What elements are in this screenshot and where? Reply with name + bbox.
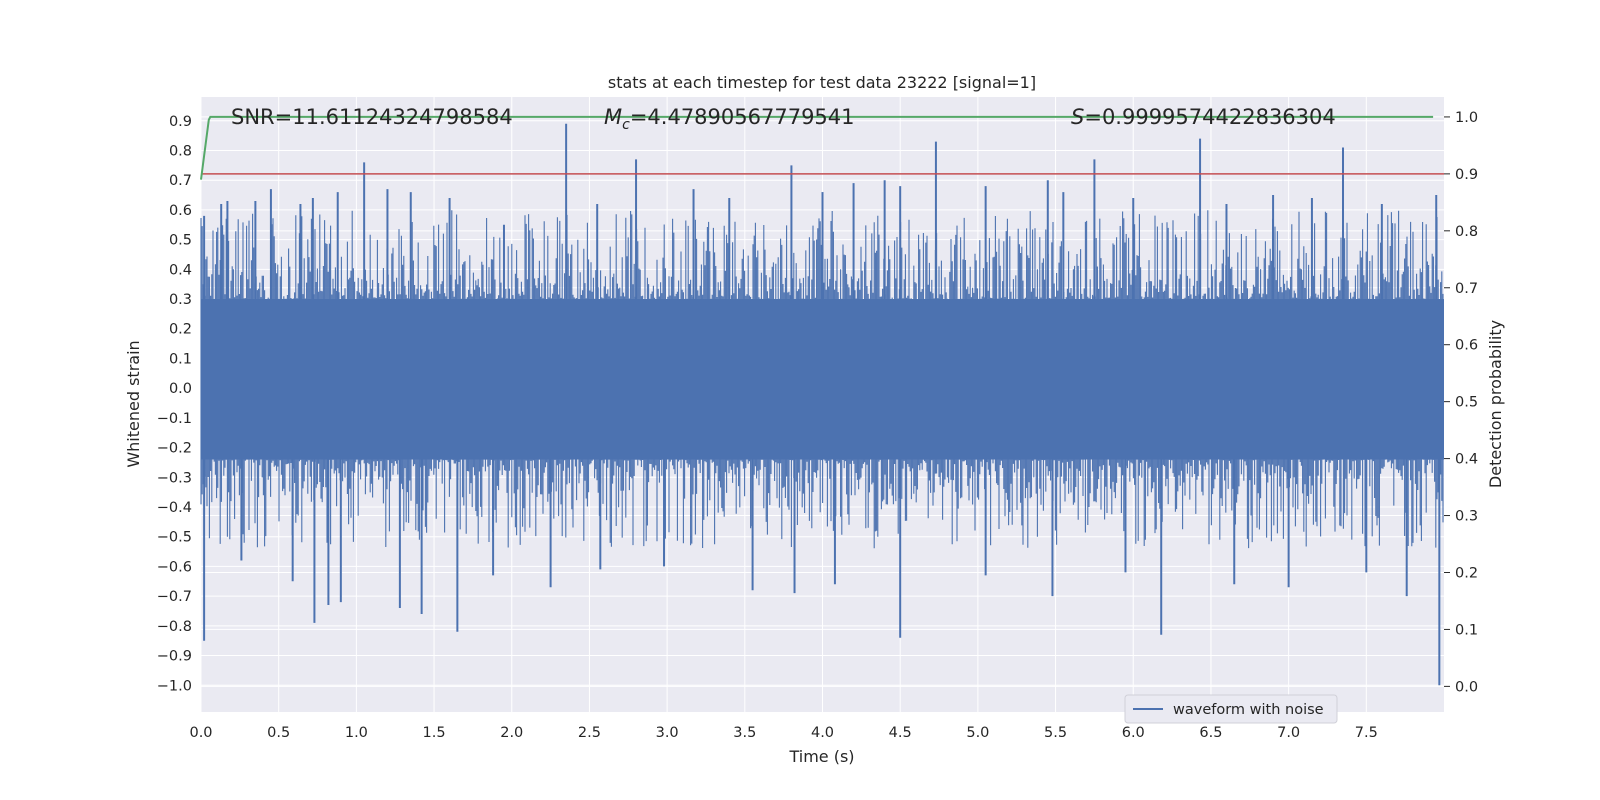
y-tick-label: 0.4	[169, 262, 192, 278]
y2-axis-ticks: 1.0 0.9 0.8 0.7 0.6 0.5 0.4 0.3 0.2 0.1 0.0	[1444, 110, 1478, 695]
y-tick-label: 0.0	[169, 381, 192, 397]
y-tick-label: 0.2	[169, 322, 192, 338]
score-label: S	[1071, 105, 1084, 129]
waveform-noise	[200, 210, 1444, 549]
score-annotation: S=0.9999574422836304	[1071, 105, 1336, 129]
x-tick-label: 7.0	[1277, 725, 1300, 741]
detection-probability-series	[200, 115, 1434, 180]
y2-tick-label: 0.7	[1455, 281, 1478, 297]
y-tick-label: 0.6	[169, 203, 192, 219]
x-axis-ticks: 0.0 0.5 1.0 1.5 2.0 2.5 3.0 3.5 4.0 4.5 5.0 5.5 6.0 6…	[189, 725, 1377, 741]
x-tick-label: 1.5	[423, 725, 446, 741]
waveform-series	[200, 123, 1444, 686]
x-tick-label: 4.0	[811, 725, 834, 741]
x-tick-label: 5.5	[1044, 725, 1067, 741]
x-tick-label: 5.0	[966, 725, 989, 741]
y2-tick-label: 0.6	[1455, 338, 1478, 354]
chirp-mass-label: M	[604, 105, 622, 129]
x-tick-label: 6.0	[1122, 725, 1145, 741]
y2-tick-label: 0.1	[1455, 622, 1478, 638]
y2-tick-label: 0.2	[1455, 565, 1478, 581]
y-tick-label: −0.7	[157, 589, 192, 605]
y-tick-label: 0.9	[169, 114, 192, 130]
y-tick-label: −0.1	[157, 411, 192, 427]
x-tick-label: 2.0	[500, 725, 523, 741]
y-tick-label: −0.5	[157, 530, 192, 546]
y2-axis-label: Detection probability	[1486, 320, 1505, 488]
snr-annotation: SNR=11.61124324798584	[231, 105, 513, 129]
y-tick-label: 0.7	[169, 173, 192, 189]
x-tick-label: 2.5	[578, 725, 601, 741]
legend-box	[1124, 694, 1338, 724]
legend: waveform with noise	[1124, 694, 1338, 724]
y2-tick-label: 1.0	[1455, 110, 1478, 126]
y-axis-ticks: 0.9 0.8 0.7 0.6 0.5 0.4 0.3 0.2 0.1 0.0 −0.1 −0.2 −0…	[157, 114, 192, 694]
score-value: =0.9999574422836304	[1084, 105, 1335, 129]
y2-tick-label: 0.4	[1455, 452, 1478, 468]
x-tick-label: 1.0	[345, 725, 368, 741]
x-tick-label: 0.5	[267, 725, 290, 741]
x-tick-label: 6.5	[1199, 725, 1222, 741]
y-tick-label: −0.8	[157, 619, 192, 635]
y2-tick-label: 0.8	[1455, 224, 1478, 240]
y-tick-label: −1.0	[157, 678, 192, 694]
y-axis-label: Whitened strain	[124, 340, 143, 467]
x-tick-label: 4.5	[889, 725, 912, 741]
y-tick-label: −0.3	[157, 470, 192, 486]
x-axis-label: Time (s)	[788, 747, 854, 766]
y2-tick-label: 0.0	[1455, 679, 1478, 695]
y2-tick-label: 0.5	[1455, 395, 1478, 411]
detection-probability-line	[200, 115, 1434, 180]
x-tick-label: 0.0	[189, 725, 212, 741]
y2-tick-label: 0.9	[1455, 167, 1478, 183]
chirp-mass-subscript: c	[622, 117, 630, 133]
snr-value: =11.61124324798584	[275, 105, 513, 129]
y-tick-label: −0.2	[157, 441, 192, 457]
x-tick-label: 3.0	[656, 725, 679, 741]
y-tick-label: 0.3	[169, 292, 192, 308]
legend-label: waveform with noise	[1173, 702, 1324, 718]
chirp-mass-annotation: Mc=4.47890567779541	[604, 105, 855, 133]
y-tick-label: 0.8	[169, 143, 192, 159]
snr-label: SNR	[231, 105, 275, 129]
y2-tick-label: 0.3	[1455, 509, 1478, 525]
y-tick-label: −0.6	[157, 559, 192, 575]
y-tick-label: 0.1	[169, 351, 192, 367]
y-tick-label: −0.4	[157, 500, 192, 516]
x-tick-label: 3.5	[733, 725, 756, 741]
x-tick-label: 7.5	[1355, 725, 1378, 741]
y-tick-label: 0.5	[169, 233, 192, 249]
y-tick-label: −0.9	[157, 649, 192, 665]
chirp-mass-value: =4.47890567779541	[630, 105, 855, 129]
chart-title: stats at each timestep for test data 232…	[608, 73, 1036, 92]
